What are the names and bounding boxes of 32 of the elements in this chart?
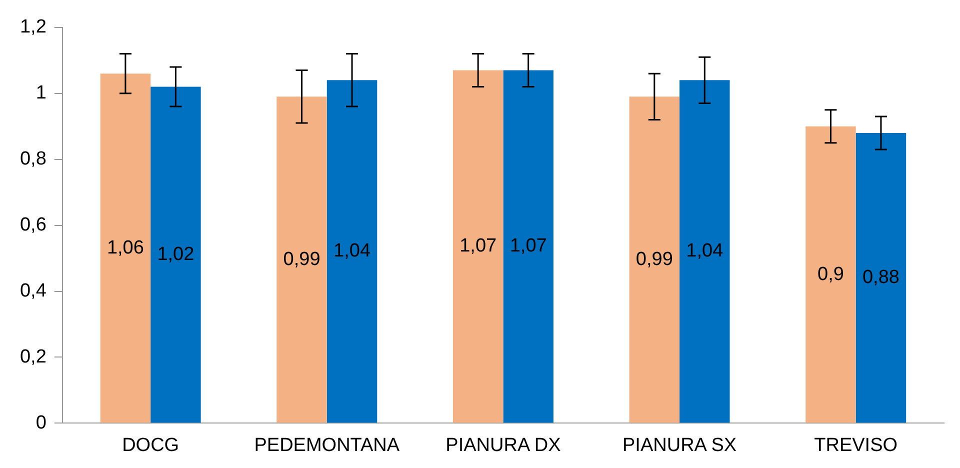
data-label: 1,07 bbox=[460, 236, 497, 257]
x-tick-label: PIANURA DX bbox=[446, 434, 562, 456]
data-label: 0,99 bbox=[283, 248, 320, 270]
bar bbox=[100, 74, 151, 423]
x-tick-label: TREVISO bbox=[814, 434, 898, 456]
bar bbox=[326, 80, 378, 423]
bar bbox=[503, 70, 554, 423]
data-label: 1,06 bbox=[106, 237, 144, 258]
bar bbox=[680, 80, 730, 423]
y-tick-label: 0,4 bbox=[20, 280, 47, 302]
bar bbox=[452, 70, 504, 423]
data-label: 0,9 bbox=[818, 264, 844, 285]
data-label: 1,04 bbox=[334, 240, 371, 262]
data-label: 0,99 bbox=[636, 248, 673, 270]
x-tick-label: DOCG bbox=[122, 434, 180, 456]
data-label: 0,88 bbox=[862, 267, 900, 288]
data-label: 1,04 bbox=[686, 240, 724, 262]
bar bbox=[856, 132, 906, 423]
data-label: 1,07 bbox=[510, 236, 547, 257]
bar bbox=[806, 126, 856, 423]
data-label: 1,02 bbox=[157, 244, 194, 265]
y-tick-label: 1 bbox=[36, 82, 46, 104]
y-tick-label: 1,2 bbox=[20, 16, 46, 38]
x-tick-label: PIANURA SX bbox=[622, 434, 737, 456]
y-tick-label: 0,6 bbox=[20, 214, 46, 236]
bar bbox=[629, 96, 680, 423]
y-tick-label: 0,8 bbox=[20, 148, 46, 170]
bar bbox=[276, 96, 327, 423]
bar bbox=[150, 86, 201, 423]
y-tick-label: 0 bbox=[36, 412, 46, 434]
y-tick-label: 0,2 bbox=[20, 346, 46, 368]
x-tick-label: PEDEMONTANA bbox=[254, 434, 400, 456]
